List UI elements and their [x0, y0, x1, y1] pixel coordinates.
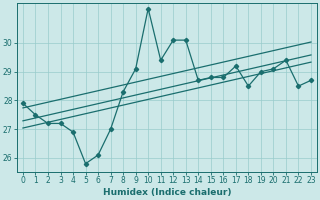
- X-axis label: Humidex (Indice chaleur): Humidex (Indice chaleur): [103, 188, 231, 197]
